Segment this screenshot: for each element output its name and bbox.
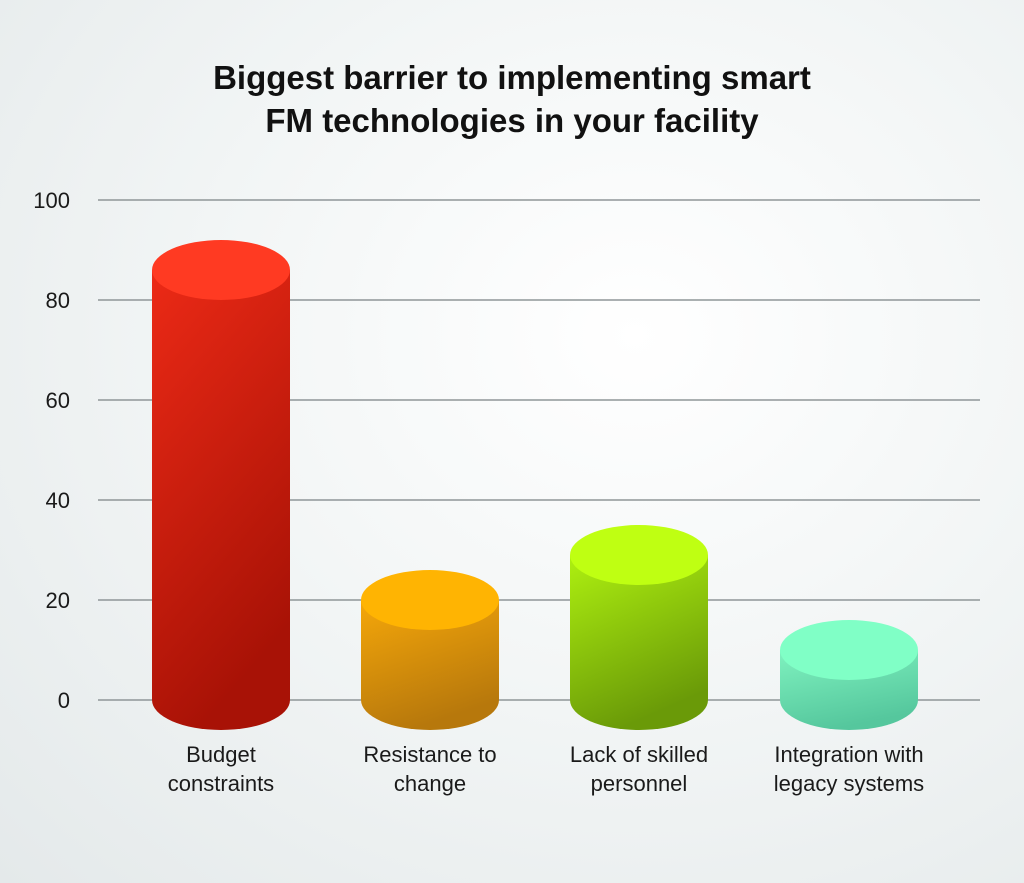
x-category-label-line: Resistance to — [363, 742, 496, 767]
x-category-label-line: Lack of skilled — [570, 742, 708, 767]
y-tick-label: 0 — [58, 688, 70, 713]
x-axis-categories: Budget constraints Resistance to change Lack… — [168, 742, 924, 796]
bar — [780, 620, 918, 730]
x-category-label-line: legacy systems — [774, 771, 924, 796]
bar — [152, 240, 290, 730]
y-tick-label: 20 — [46, 588, 70, 613]
bar — [570, 525, 708, 730]
y-tick-label: 80 — [46, 288, 70, 313]
bar-body — [570, 555, 708, 730]
x-category-label-line: Integration with — [774, 742, 923, 767]
x-category-label-line: change — [394, 771, 466, 796]
x-category-label-line: personnel — [591, 771, 688, 796]
bars — [152, 240, 918, 730]
x-category-label: Integration with legacy systems — [774, 742, 924, 796]
x-category-label: Resistance to change — [363, 742, 496, 796]
x-category-label-line: constraints — [168, 771, 274, 796]
bar-top-cap — [780, 620, 918, 680]
bar — [361, 570, 499, 730]
chart-title: Biggest barrier to implementing smart FM… — [0, 56, 1024, 142]
bar-body — [152, 270, 290, 730]
y-tick-label: 40 — [46, 488, 70, 513]
y-axis-ticks: 0 20 40 60 80 100 — [33, 188, 70, 713]
x-category-label: Budget constraints — [168, 742, 274, 796]
bar-body — [361, 600, 499, 730]
chart-title-line-2: FM technologies in your facility — [265, 102, 759, 139]
x-category-label: Lack of skilled personnel — [570, 742, 708, 796]
y-tick-label: 100 — [33, 188, 70, 213]
bar-top-cap — [361, 570, 499, 630]
y-tick-label: 60 — [46, 388, 70, 413]
x-category-label-line: Budget — [186, 742, 256, 767]
chart-title-line-1: Biggest barrier to implementing smart — [213, 59, 811, 96]
bar-top-cap — [152, 240, 290, 300]
bar-top-cap — [570, 525, 708, 585]
